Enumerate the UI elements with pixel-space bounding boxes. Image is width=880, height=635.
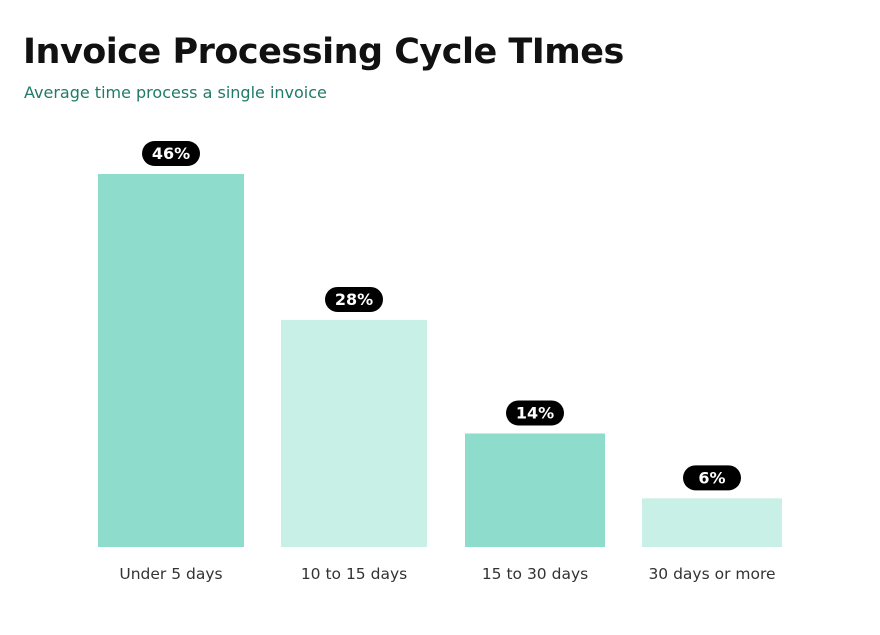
- data-label: 14%: [516, 403, 554, 422]
- category-label: 15 to 30 days: [482, 565, 588, 583]
- bar-30-days-or-more: [642, 498, 782, 547]
- category-label: 30 days or more: [648, 565, 775, 583]
- bar-under-5-days: [98, 174, 244, 547]
- bar-15-to-30-days: [465, 433, 605, 547]
- data-label-pill: [683, 465, 741, 491]
- data-label-pill: [325, 286, 383, 312]
- category-label: Under 5 days: [119, 565, 222, 583]
- data-label: 46%: [152, 144, 190, 163]
- data-label: 28%: [335, 290, 373, 309]
- chart-subtitle: Average time process a single invoice: [24, 83, 327, 102]
- data-label-pill: [142, 141, 200, 166]
- data-label-pill: [506, 400, 564, 426]
- category-label: 10 to 15 days: [301, 565, 407, 583]
- chart-title: Invoice Processing Cycle TImes: [23, 32, 624, 72]
- data-label: 6%: [698, 468, 725, 487]
- bar-10-to-15-days: [281, 319, 427, 547]
